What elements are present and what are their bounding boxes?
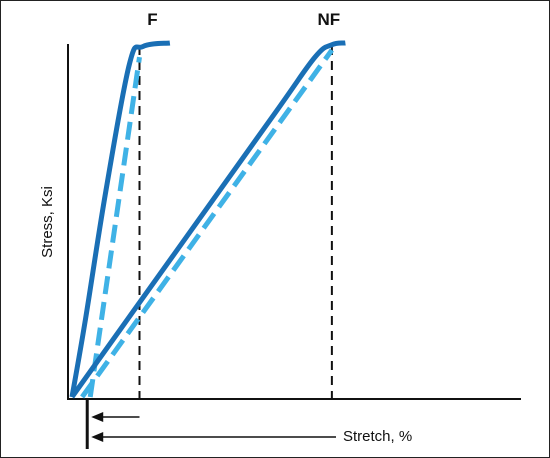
series-group [69, 40, 346, 399]
stretch-arrows [85, 399, 336, 449]
stretch-arrowhead-0 [91, 412, 104, 422]
curve-label-nf: NF [318, 10, 341, 29]
guide-lines [138, 46, 333, 399]
series-2-solid-line [69, 40, 346, 399]
series-1-dashed-line [87, 56, 142, 398]
series-0-solid-line [69, 40, 171, 398]
axes [67, 44, 521, 400]
stretch-arrowhead-1 [91, 432, 104, 442]
series-3-dashed-line [80, 48, 334, 399]
x-axis-label: Stretch, % [343, 428, 412, 445]
curve-label-f: F [147, 10, 157, 29]
y-axis-label: Stress, Ksi [39, 186, 56, 258]
